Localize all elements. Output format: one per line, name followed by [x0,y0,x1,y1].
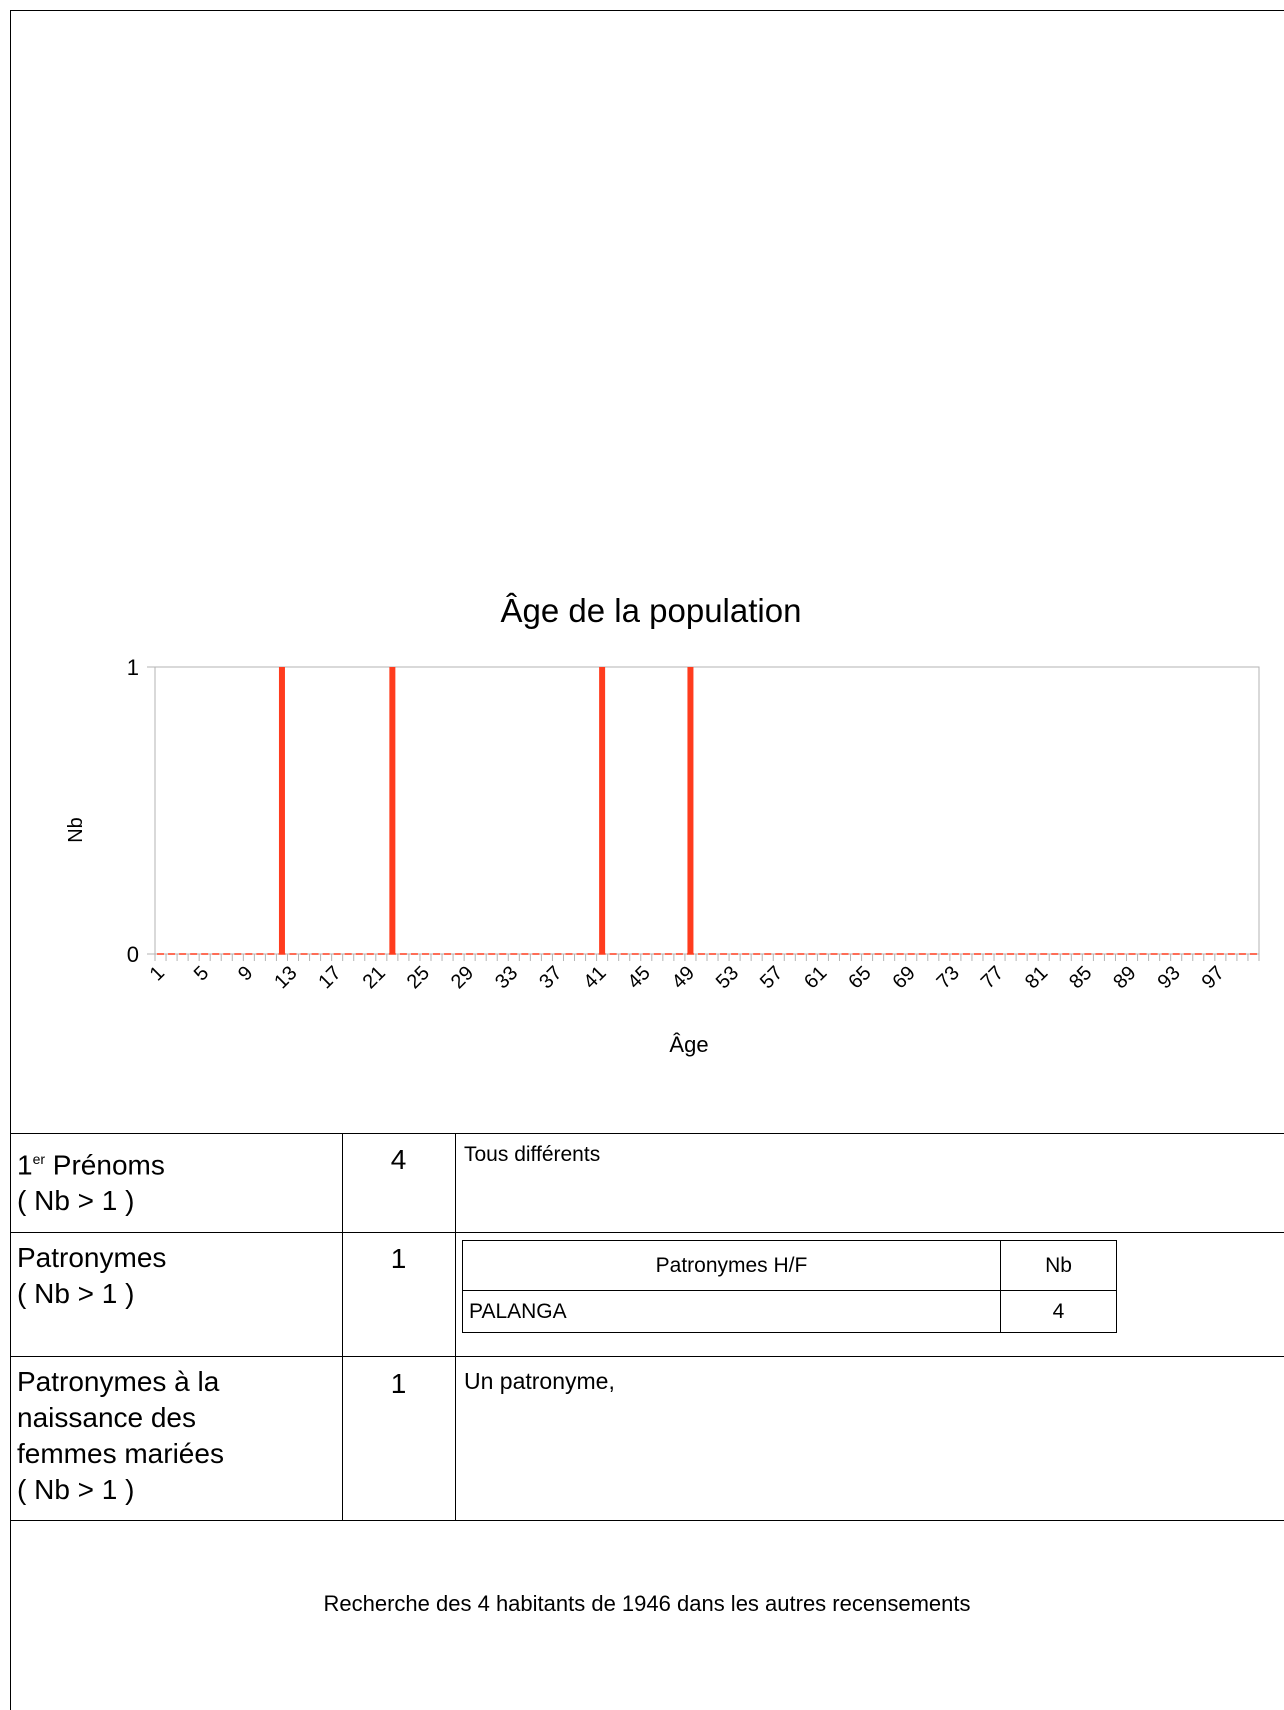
y-axis-label: Nb [65,817,87,843]
y-tick-label: 1 [127,655,139,680]
x-tick-label: 29 [447,962,478,993]
x-tick-label: 89 [1109,962,1140,993]
x-tick-label: 73 [933,962,964,993]
plot-area [154,666,1260,955]
row-divider [10,1133,1284,1134]
table-cell: PALANGA [462,1290,1001,1333]
x-tick-label: 85 [1065,962,1096,993]
x-tick-label: 69 [888,962,919,993]
x-tick-label: 81 [1021,962,1052,993]
x-tick-label: 17 [314,962,345,993]
table-cell: 4 [1000,1290,1117,1333]
patronymes-naissance-label: Patronymes à la naissance des femmes mar… [17,1366,224,1505]
patronymes-naissance-detail: Un patronyme, [464,1368,615,1394]
row-divider [10,1520,1284,1521]
row-divider [10,1232,1284,1233]
x-tick-label: 77 [977,962,1008,993]
x-tick-label: 45 [624,962,655,993]
bar [389,667,396,954]
prenoms-detail: Tous différents [464,1143,601,1166]
column-divider [455,1133,456,1520]
x-tick-label: 37 [535,962,566,993]
row-divider [10,1356,1284,1357]
y-tick-label: 0 [127,942,139,967]
page-frame [10,10,1284,1710]
age-chart: Âge de la population Nb Âge 011 5 9 13 17 21 2… [65,592,1260,1057]
prenoms-count: 4 [390,1144,407,1175]
table-row: PALANGA 4 [462,1290,1117,1333]
patronymes-naissance-count: 1 [390,1368,407,1399]
table-header-row: Patronymes H/F Nb [462,1240,1117,1291]
x-tick-label: 13 [270,962,301,993]
x-tick-label: 97 [1198,962,1229,993]
x-tick-label: 49 [668,962,699,993]
x-tick-label: 25 [403,962,434,993]
x-tick-label: 21 [359,962,390,993]
x-tick-label: 53 [712,962,743,993]
patronymes-label: Patronymes ( Nb > 1 ) [17,1242,167,1309]
x-tick-label: 9 [234,962,257,985]
table-header-cell: Patronymes H/F [462,1240,1001,1291]
x-tick-label: 65 [844,962,875,993]
bar [599,667,606,954]
x-tick-label: 5 [190,962,213,985]
patronymes-table: Patronymes H/F Nb PALANGA 4 [462,1240,1117,1333]
x-tick-label: 41 [579,962,610,993]
x-tick-label: 61 [800,962,831,993]
footer-text: Recherche des 4 habitants de 1946 dans l… [323,1591,971,1616]
x-axis-label: Âge [669,1032,708,1057]
patronymes-count: 1 [390,1243,407,1274]
table-header-cell: Nb [1000,1240,1117,1291]
bar [687,667,694,954]
x-tick-label: 57 [756,962,787,993]
column-divider [342,1133,343,1520]
x-tick-label: 93 [1153,962,1184,993]
chart-title: Âge de la population [501,592,802,629]
x-tick-label: 1 [146,962,169,985]
x-tick-label: 33 [491,962,522,993]
prenoms-label: 1er Prénoms ( Nb > 1 ) [17,1149,165,1217]
bar [278,667,285,954]
